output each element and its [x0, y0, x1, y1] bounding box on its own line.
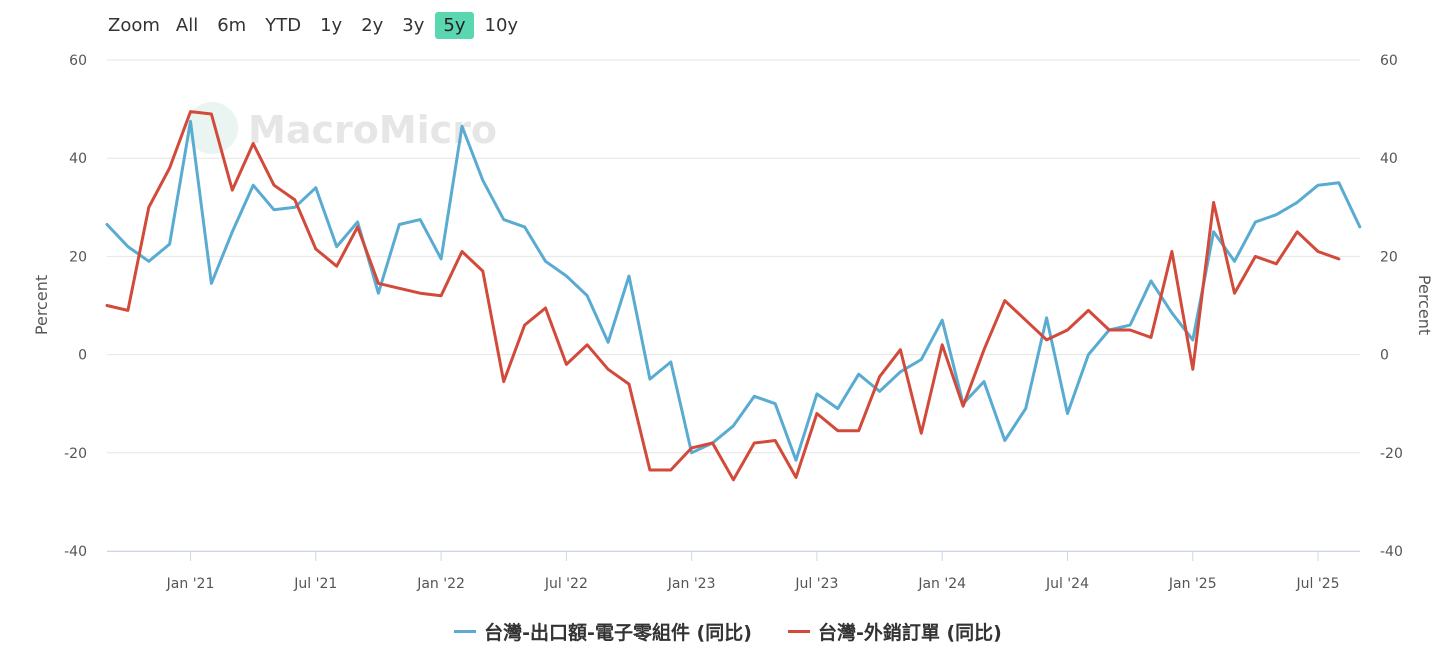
legend-label-export-orders: 台灣-外銷訂單 (同比): [817, 622, 1002, 644]
zoom-all-button[interactable]: All: [175, 14, 199, 36]
series-line-electronic-components: [105, 119, 1362, 462]
series-group: [105, 110, 1362, 482]
y-tick-label-left: 60: [69, 53, 87, 69]
x-tick-label: Jan '24: [917, 576, 966, 592]
axis-ticks: 60 60 40 40 20 20 0 0 -20 -20 -40 -40 Jan '21 Jul '21…: [64, 53, 1403, 592]
zoom-label: Zoom: [108, 14, 160, 36]
y-tick-label-left: 20: [69, 249, 87, 265]
zoom-3y-button[interactable]: 3y: [402, 14, 425, 36]
series-line-export-orders: [105, 110, 1341, 482]
y-tick-label-left: 40: [69, 151, 87, 167]
legend-swatch-electronic-components: [454, 630, 477, 633]
x-tick-label: Jan '23: [667, 576, 716, 592]
zoom-5y-button[interactable]: 5y: [435, 11, 474, 39]
y-tick-label-left: -20: [64, 446, 87, 462]
x-tick-label: Jul '24: [1045, 576, 1089, 592]
zoom-ytd-button[interactable]: YTD: [265, 14, 302, 36]
legend-item-electronic-components[interactable]: 台灣-出口額-電子零組件 (同比): [454, 618, 752, 645]
watermark: MacroMicro: [186, 102, 497, 154]
y-tick-label-left: -40: [64, 544, 87, 560]
zoom-10y-button[interactable]: 10y: [484, 14, 519, 36]
zoom-bar: Zoom All 6m YTD 1y 2y 3y 5y 10y: [100, 8, 529, 42]
y-tick-label-right: 60: [1380, 53, 1398, 69]
y-tick-label-left: 0: [78, 348, 87, 364]
line-chart: MacroMicro 60 60 40 40 20 20 0 0 -20 -20 -40 -40 Jan…: [32, 53, 1434, 592]
zoom-6m-button[interactable]: 6m: [217, 14, 247, 36]
x-tick-label: Jan '22: [416, 576, 465, 592]
y-tick-label-right: -20: [1380, 446, 1403, 462]
legend-swatch-export-orders: [787, 630, 810, 633]
y-tick-label-right: 20: [1380, 249, 1398, 265]
x-tick-label: Jul '25: [1296, 576, 1340, 592]
y-tick-label-right: 40: [1380, 151, 1398, 167]
legend-label-electronic-components: 台灣-出口額-電子零組件 (同比): [484, 622, 752, 644]
x-tick-label: Jan '25: [1168, 576, 1217, 592]
legend: 台灣-出口額-電子零組件 (同比) 台灣-外銷訂單 (同比): [0, 618, 1456, 645]
x-tick-label: Jul '22: [544, 576, 588, 592]
watermark-logo-icon: [186, 102, 238, 154]
x-tick-label: Jan '21: [166, 576, 215, 592]
zoom-2y-button[interactable]: 2y: [361, 14, 384, 36]
x-tick-label: Jul '21: [293, 576, 337, 592]
x-tick-label: Jul '23: [794, 576, 838, 592]
y-axis-title-left: Percent: [32, 275, 51, 335]
watermark-text: MacroMicro: [248, 108, 497, 152]
legend-item-export-orders[interactable]: 台灣-外銷訂單 (同比): [787, 618, 1002, 645]
zoom-1y-button[interactable]: 1y: [320, 14, 343, 36]
y-axis-title-right: Percent: [1415, 275, 1434, 335]
y-tick-label-right: 0: [1380, 348, 1389, 364]
y-tick-label-right: -40: [1380, 544, 1403, 560]
